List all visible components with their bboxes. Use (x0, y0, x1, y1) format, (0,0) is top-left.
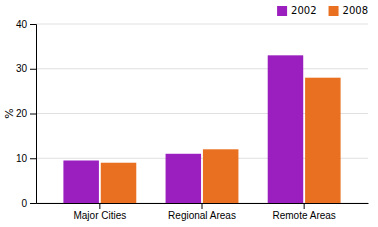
x-axis: Major Cities Regional Areas Remote Areas (37, 203, 369, 221)
legend-item: 2002 (277, 5, 316, 16)
y-tick-mark (30, 114, 36, 115)
y-tick-label: 0 (21, 198, 27, 209)
legend-swatch (277, 6, 287, 16)
y-tick-label: 10 (16, 153, 28, 164)
grid-line (36, 68, 368, 69)
bar (268, 55, 304, 203)
legend-item: 2008 (329, 5, 368, 16)
x-tick: Major Cities (73, 203, 126, 221)
y-tick: 10 (16, 153, 36, 164)
grid (36, 24, 368, 203)
grid-line (36, 24, 368, 25)
legend-label: 2008 (343, 5, 368, 16)
y-tick: 30 (16, 63, 36, 74)
y-tick-label: 30 (16, 63, 28, 74)
y-axis: 0 10 20 30 40 (16, 19, 37, 209)
legend-label: 2002 (291, 5, 316, 16)
y-tick-label: 40 (16, 19, 28, 30)
chart: 0 10 20 30 40 Major Cities Regional Areas Remot… (0, 0, 378, 227)
x-tick-label: Regional Areas (168, 210, 236, 221)
y-tick-mark (30, 158, 36, 159)
x-tick-mark (304, 203, 305, 209)
y-tick: 20 (16, 108, 36, 119)
y-axis-title: % (3, 108, 16, 118)
legend-swatch (329, 6, 339, 16)
bar (203, 149, 239, 203)
y-tick: 40 (16, 19, 36, 30)
x-tick-label: Remote Areas (272, 210, 335, 221)
y-tick-mark (30, 69, 36, 70)
x-tick-label: Major Cities (73, 210, 126, 221)
y-tick-mark (30, 203, 36, 204)
bars (63, 55, 340, 203)
y-axis-line (30, 25, 37, 204)
y-tick-label: 20 (16, 108, 28, 119)
plot: 0 10 20 30 40 Major Cities Regional Areas Remot… (16, 19, 369, 221)
y-tick: 0 (21, 198, 36, 209)
legend: 2002 2008 (277, 5, 368, 16)
y-tick-mark (30, 24, 36, 25)
bar (63, 160, 99, 203)
bar (305, 78, 341, 203)
x-tick: Remote Areas (272, 203, 335, 221)
x-tick: Regional Areas (168, 203, 236, 221)
x-tick-mark (99, 203, 100, 209)
bar (166, 154, 202, 203)
bar (101, 163, 137, 203)
x-tick-mark (202, 203, 203, 209)
